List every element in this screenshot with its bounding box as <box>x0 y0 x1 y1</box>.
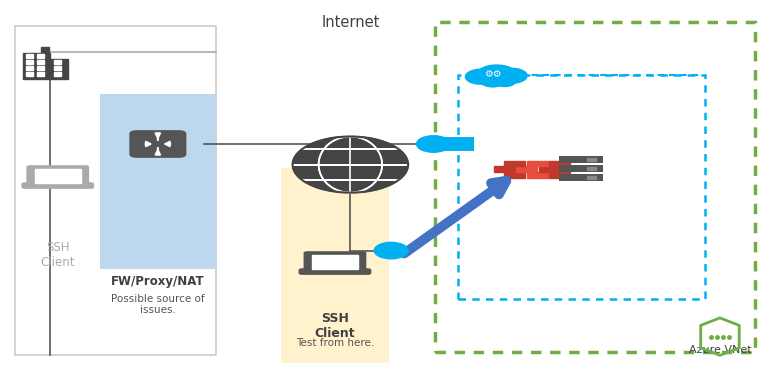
Bar <box>516 166 537 172</box>
FancyBboxPatch shape <box>129 130 186 158</box>
Bar <box>587 158 596 161</box>
Text: FW/Proxy/NAT: FW/Proxy/NAT <box>111 275 205 288</box>
FancyBboxPatch shape <box>26 165 89 187</box>
Text: Internet: Internet <box>321 15 380 30</box>
Bar <box>26 54 32 58</box>
Text: ⚙⚙: ⚙⚙ <box>484 69 501 79</box>
Bar <box>37 60 44 64</box>
FancyBboxPatch shape <box>559 156 604 163</box>
Bar <box>527 172 547 178</box>
FancyBboxPatch shape <box>22 182 94 189</box>
Bar <box>22 53 50 80</box>
FancyBboxPatch shape <box>281 168 389 363</box>
Bar <box>504 172 525 178</box>
Polygon shape <box>494 76 516 86</box>
Text: Azure VNet: Azure VNet <box>688 345 752 355</box>
Bar <box>312 255 358 269</box>
Bar <box>54 72 61 76</box>
Bar <box>54 60 61 64</box>
Bar <box>549 172 570 178</box>
FancyBboxPatch shape <box>100 94 216 269</box>
FancyBboxPatch shape <box>303 251 367 272</box>
Bar <box>26 66 32 70</box>
Text: Possible source of
issues.: Possible source of issues. <box>111 294 205 315</box>
Bar <box>35 169 81 183</box>
Circle shape <box>417 136 450 152</box>
FancyBboxPatch shape <box>299 268 371 275</box>
Bar <box>54 66 61 70</box>
Bar <box>587 176 596 179</box>
FancyBboxPatch shape <box>15 26 216 355</box>
Bar <box>527 160 547 166</box>
Circle shape <box>374 242 408 259</box>
Bar <box>494 166 514 172</box>
FancyBboxPatch shape <box>559 174 604 181</box>
Bar <box>37 72 44 76</box>
Bar <box>41 47 49 53</box>
Polygon shape <box>480 75 504 87</box>
Bar <box>26 60 32 64</box>
FancyBboxPatch shape <box>559 165 604 172</box>
Bar <box>37 66 44 70</box>
Text: SSH
Client: SSH Client <box>41 241 75 269</box>
Bar <box>587 167 596 170</box>
Bar <box>37 54 44 58</box>
Polygon shape <box>465 69 496 84</box>
Text: SSH
Client: SSH Client <box>315 312 355 340</box>
Bar <box>539 166 560 172</box>
Polygon shape <box>497 68 527 83</box>
Bar <box>549 160 570 166</box>
Text: Test from here.: Test from here. <box>296 338 374 349</box>
Polygon shape <box>477 65 517 85</box>
Bar <box>50 59 68 80</box>
Bar <box>504 160 525 166</box>
Bar <box>26 72 32 76</box>
Polygon shape <box>293 137 408 193</box>
